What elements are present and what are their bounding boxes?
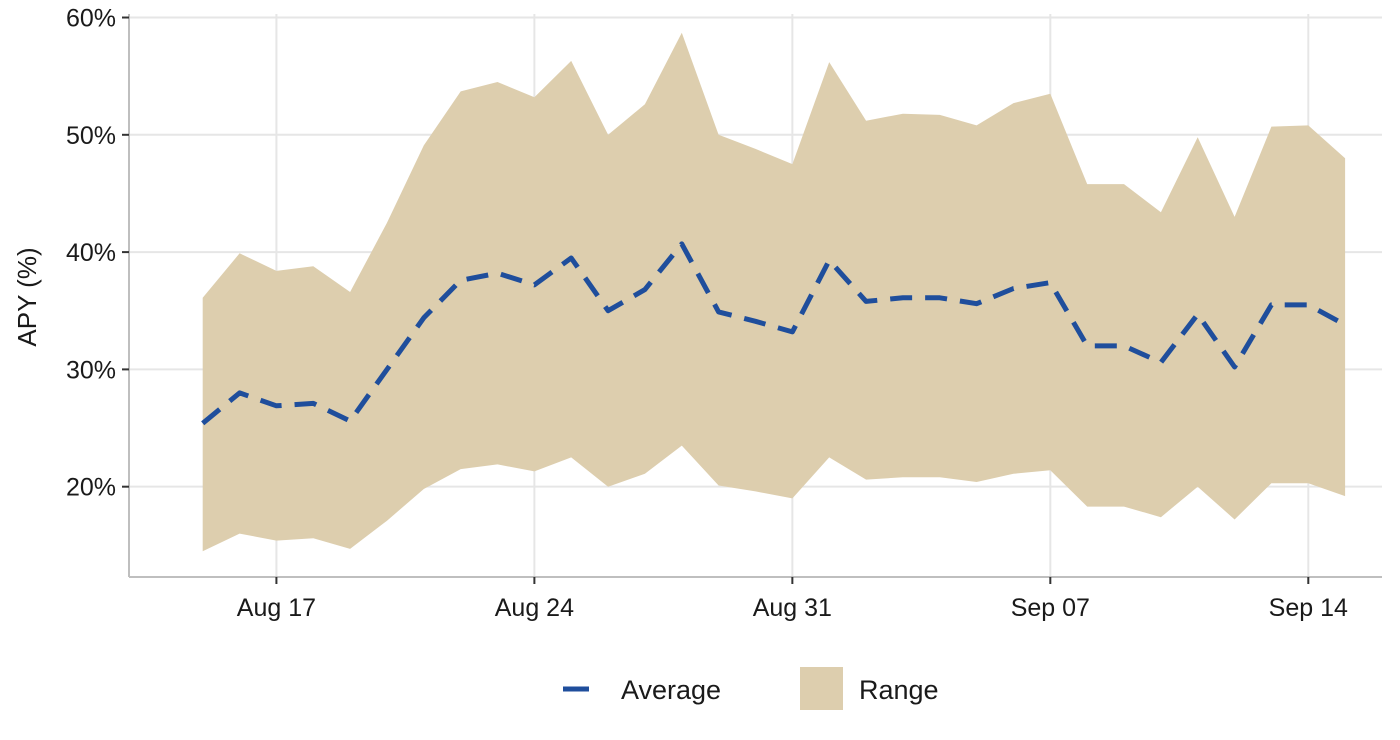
- y-axis-ticks: 20% 30% 40% 50% 60%: [66, 5, 129, 502]
- x-axis-ticks: Aug 17 Aug 24 Aug 31 Sep 07 Sep 14: [237, 577, 1348, 622]
- range-ribbon-layer: [202, 32, 1346, 552]
- x-tick-label: Aug 24: [495, 594, 574, 622]
- y-tick-label: 60%: [66, 5, 116, 33]
- y-tick-label: 50%: [66, 122, 116, 150]
- x-tick-label: Sep 14: [1269, 594, 1348, 622]
- legend-range-swatch: [800, 667, 843, 710]
- x-tick-label: Aug 31: [753, 594, 832, 622]
- x-tick-label: Aug 17: [237, 594, 316, 622]
- x-tick-label: Sep 07: [1011, 594, 1090, 622]
- range-ribbon: [202, 32, 1346, 552]
- y-tick-label: 40%: [66, 239, 116, 267]
- y-axis-title: APY (%): [12, 247, 42, 346]
- y-tick-label: 20%: [66, 474, 116, 502]
- legend: Average Range: [563, 667, 939, 710]
- legend-range-label: Range: [859, 675, 939, 705]
- y-tick-label: 30%: [66, 356, 116, 384]
- legend-average-label: Average: [621, 675, 721, 705]
- axes: [128, 14, 1382, 578]
